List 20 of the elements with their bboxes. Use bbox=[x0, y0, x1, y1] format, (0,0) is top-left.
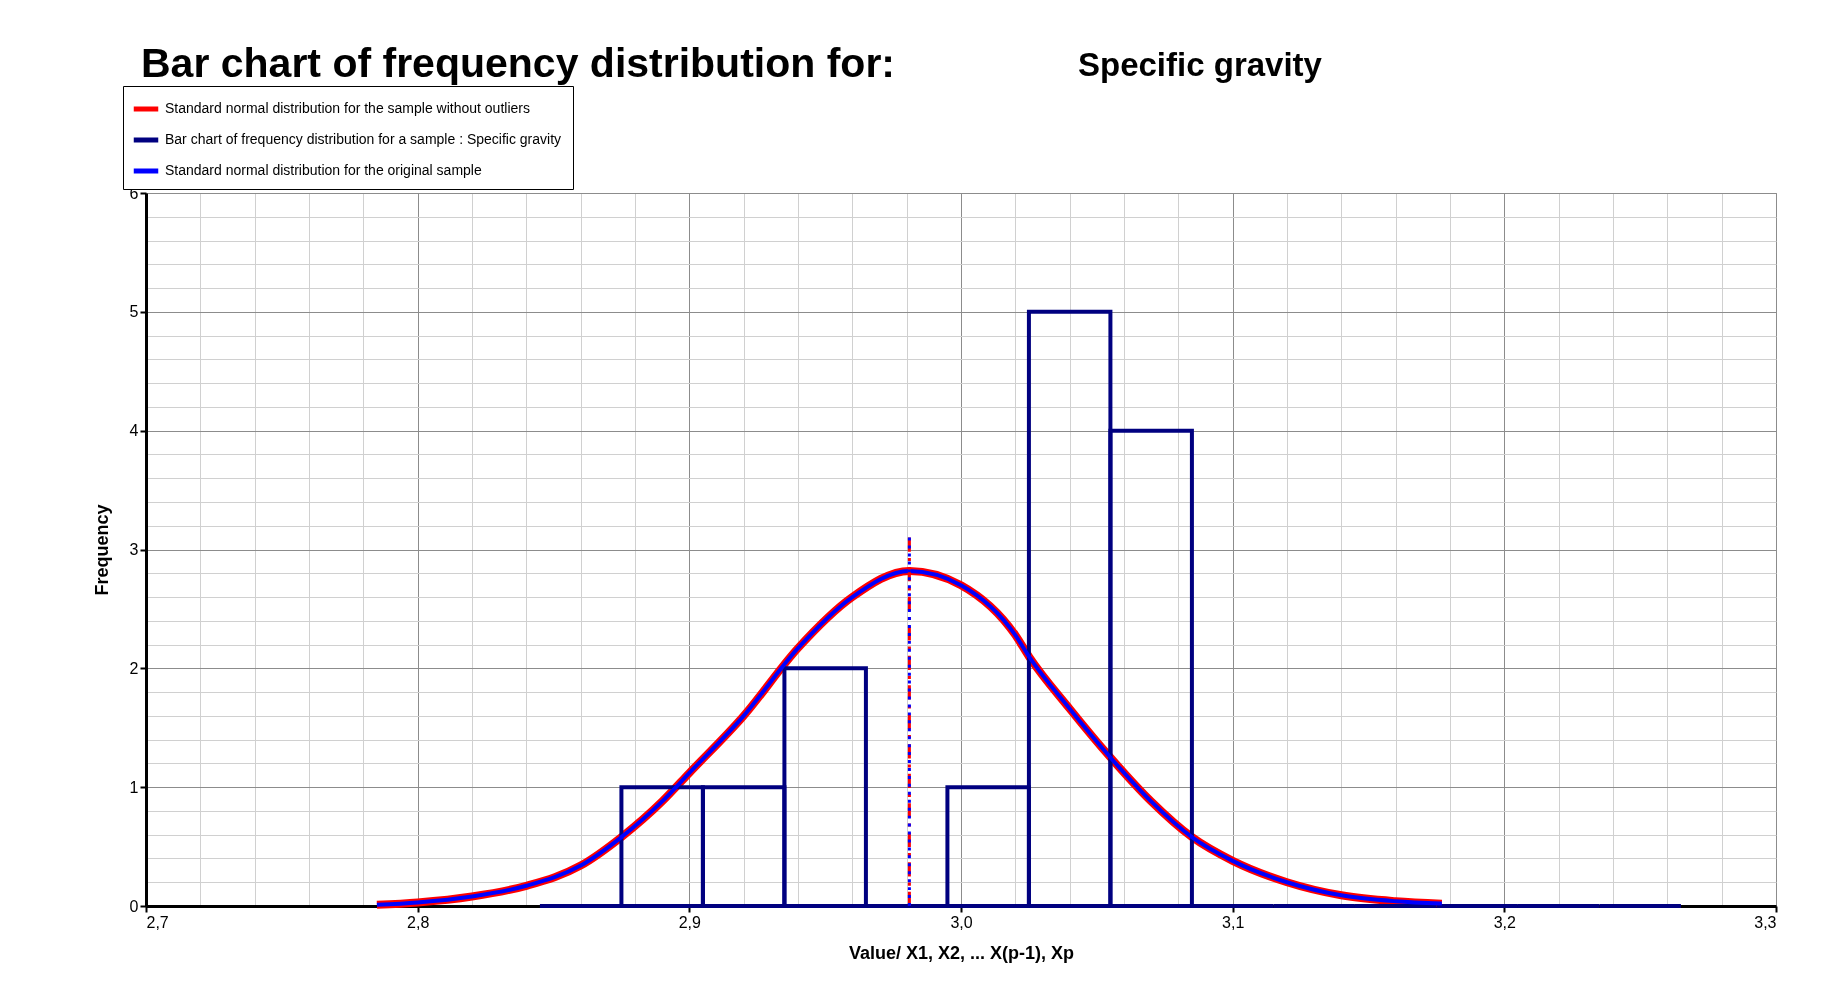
y-tick-label: 2 bbox=[129, 659, 139, 677]
x-tick-label: 3,2 bbox=[1493, 913, 1517, 931]
x-tick-label: 2,8 bbox=[407, 913, 430, 931]
chart-subtitle: Specific gravity bbox=[1078, 46, 1322, 84]
x-tick-label: 3,1 bbox=[1222, 913, 1245, 931]
y-tick-label: 3 bbox=[129, 541, 139, 558]
y-tick-label: 5 bbox=[129, 303, 139, 321]
legend-label: Standard normal distribution for the original sample bbox=[165, 162, 482, 178]
y-tick-label: 0 bbox=[129, 897, 139, 915]
x-axis-title: Value/ X1, X2, ... X(p-1), Xp bbox=[848, 942, 1075, 963]
x-tick-label: 2,9 bbox=[678, 913, 702, 931]
legend-label: Standard normal distribution for the sample without outliers bbox=[165, 100, 530, 116]
x-tick-label: 3,0 bbox=[950, 913, 973, 931]
x-tick-label: 2,7 bbox=[146, 913, 169, 931]
chart-title: Bar chart of frequency distribution for: bbox=[141, 40, 895, 87]
x-tick-label: 3,3 bbox=[1754, 913, 1777, 931]
y-tick-label: 1 bbox=[129, 778, 139, 796]
legend-label: Bar chart of frequency distribution for a sample : Specific gravity bbox=[165, 131, 562, 147]
y-tick-label: 4 bbox=[129, 422, 139, 440]
y-axis-title: Frequency bbox=[91, 504, 112, 596]
